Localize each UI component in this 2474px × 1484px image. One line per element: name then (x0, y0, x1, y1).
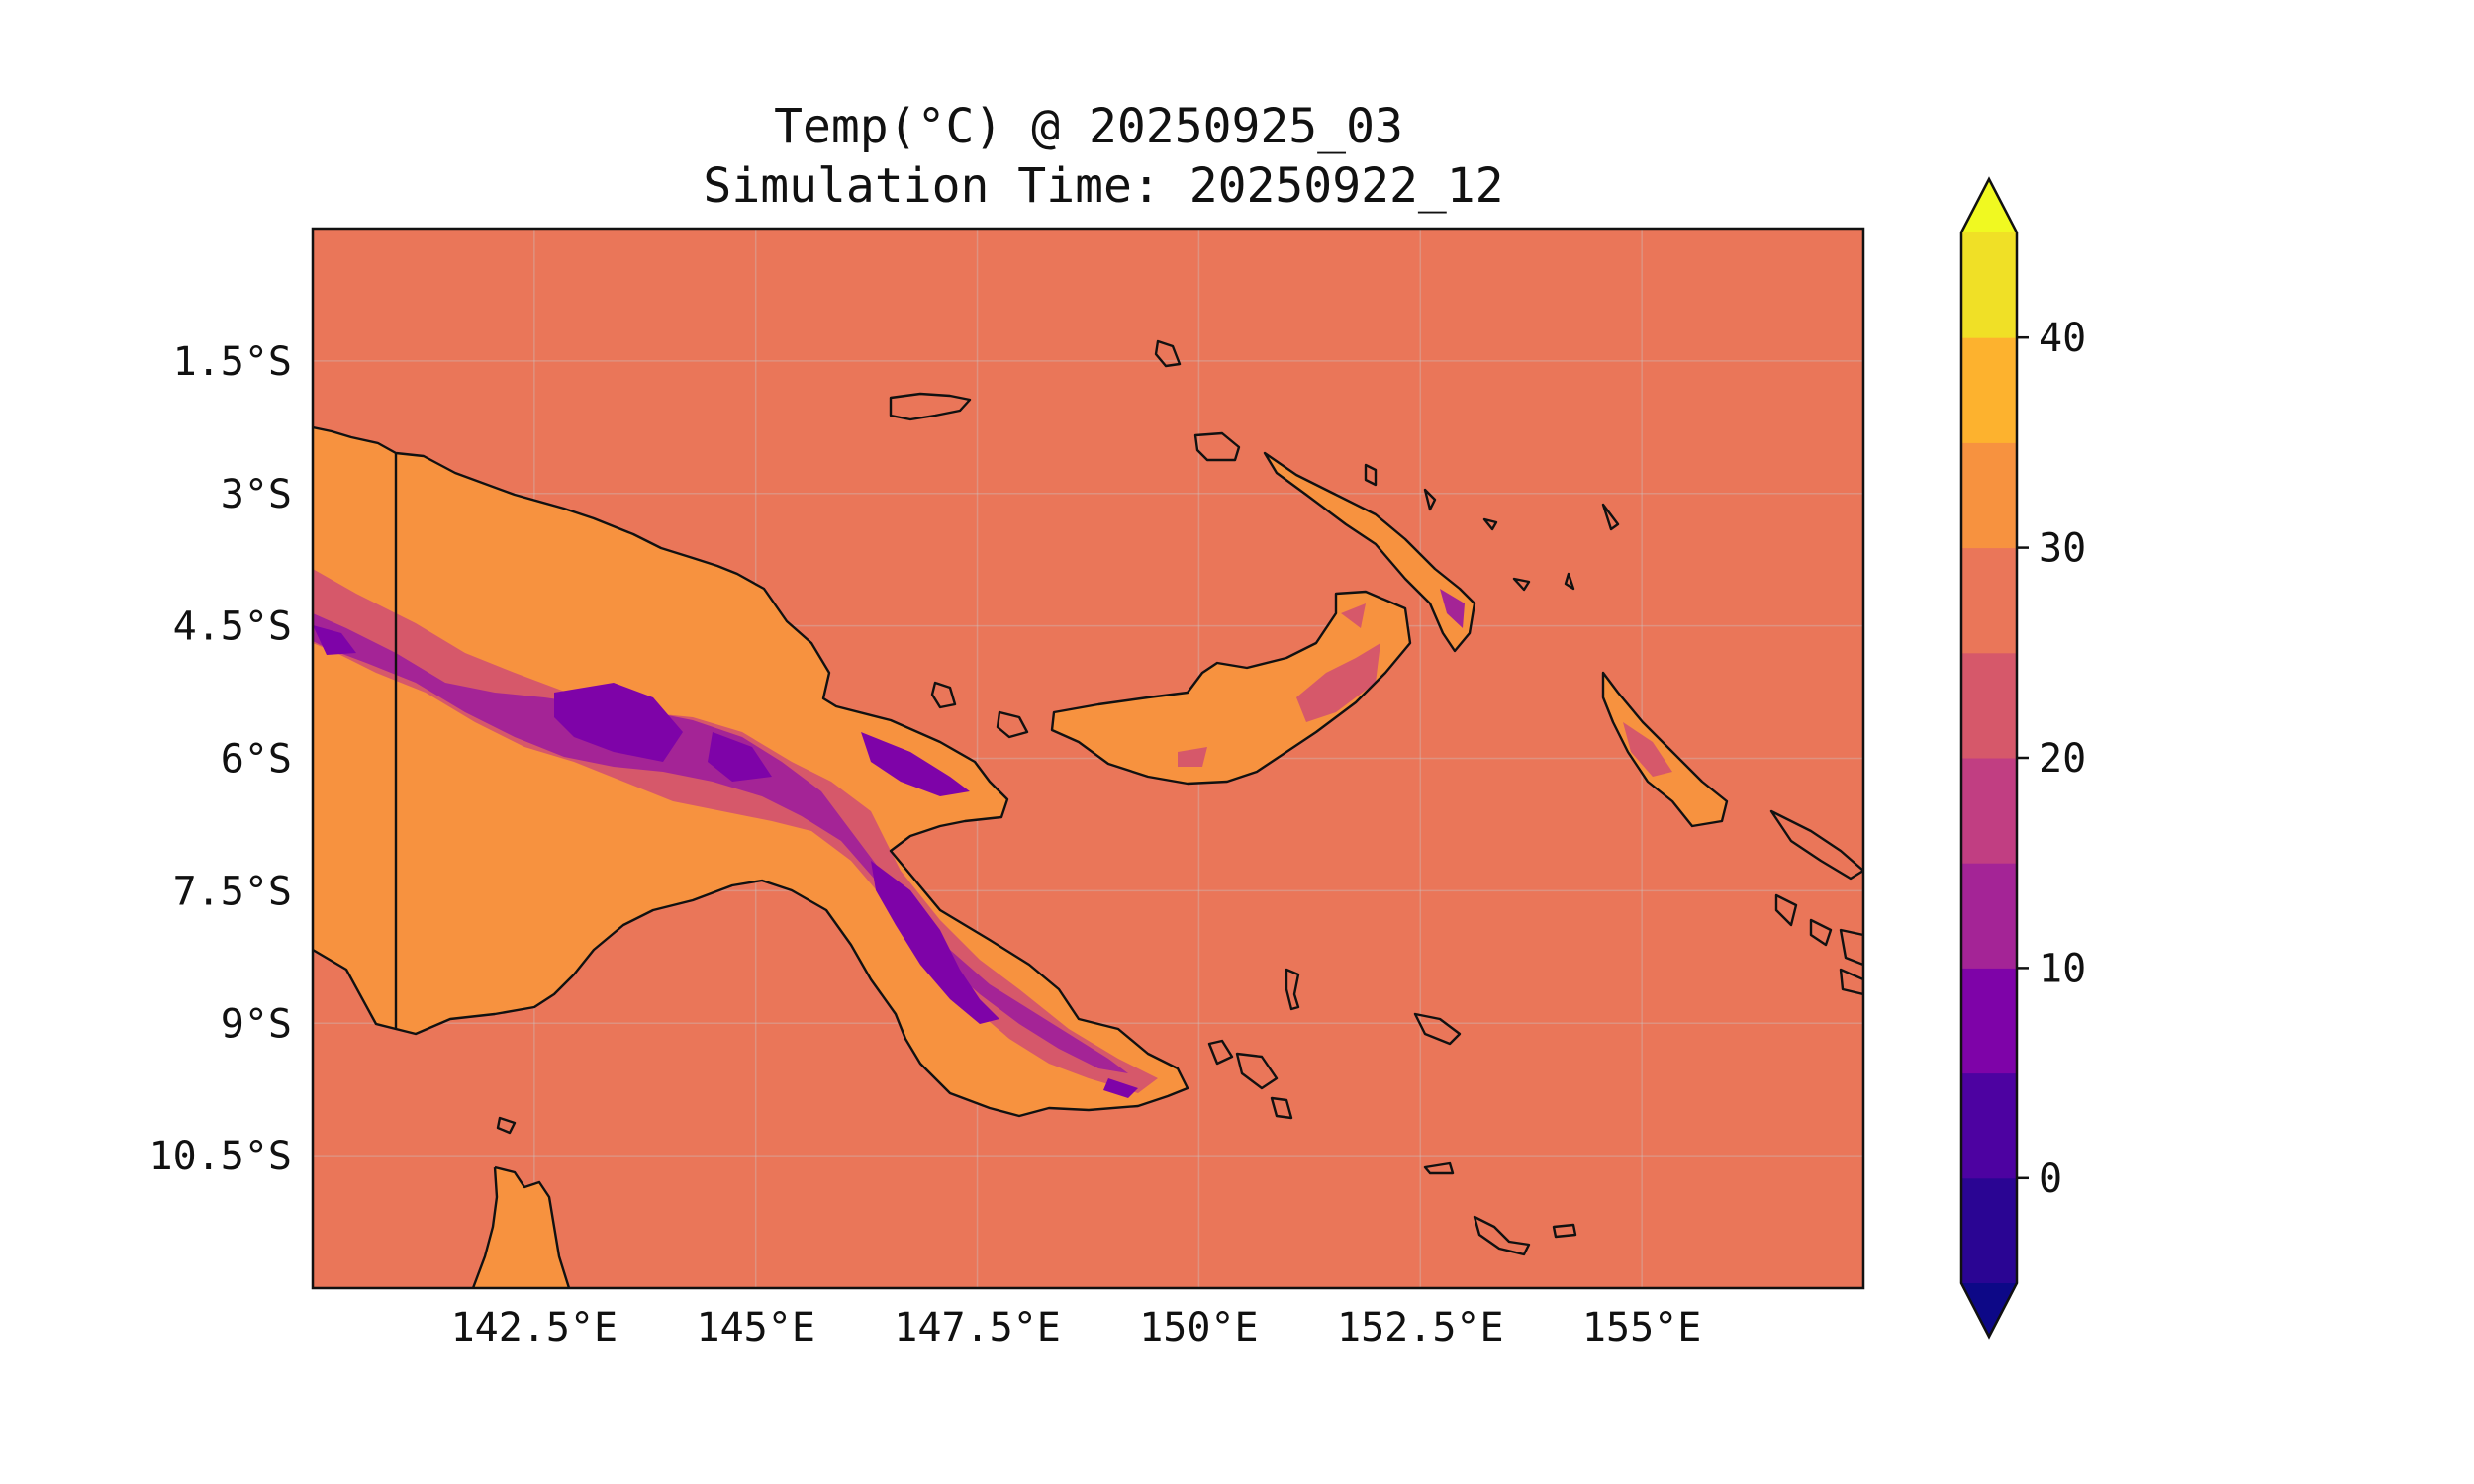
y-tick-label: 3°S (221, 472, 292, 517)
new-ireland-island (1263, 451, 1476, 653)
new-britain-highland (1178, 603, 1380, 767)
cape-york-peninsula (471, 1116, 571, 1288)
y-tick-label: 7.5°S (173, 869, 292, 914)
colorbar-segment (1961, 547, 2017, 654)
manus-island (889, 392, 972, 421)
small-islands (889, 339, 1620, 1256)
x-tick-label: 152.5°E (1337, 1305, 1504, 1350)
colorbar-outline (1959, 176, 2019, 1340)
map-frame (311, 227, 1865, 1290)
islet-b (1193, 431, 1241, 462)
colorbar-segment (1961, 652, 2017, 759)
y-tick-label: 9°S (221, 1001, 292, 1047)
y-tick-label: 10.5°S (149, 1134, 293, 1179)
colorbar-segment (1961, 1072, 2017, 1179)
x-tick-label: 147.5°E (894, 1305, 1061, 1350)
bougainville-field (1603, 673, 1727, 826)
islet-c (930, 681, 957, 709)
new-guinea-island (313, 425, 1189, 1118)
new-britain-coastline (1050, 590, 1412, 786)
colorbar-segment (1961, 758, 2017, 864)
islet-e (1285, 968, 1300, 1011)
bougainville-island (1601, 671, 1729, 828)
title-line-2: Simulation Time: 20250922_12 (703, 158, 1503, 214)
y-axis-ticks: 1.5°S 3°S 4.5°S 6°S 7.5°S 9°S 10.5°S (149, 339, 293, 1179)
y-tick-label: 1.5°S (173, 339, 292, 385)
colorbar: 0 10 20 30 40 (1959, 176, 2086, 1340)
louisiade-islands (1423, 1161, 1577, 1256)
colorbar-segment (1961, 442, 2017, 549)
colorbar-tick-label: 0 (2039, 1157, 2062, 1202)
new-ireland-highland (1440, 589, 1465, 628)
x-tick-label: 150°E (1139, 1305, 1258, 1350)
islet-a (1154, 339, 1182, 368)
new-ireland-coastline (1263, 451, 1476, 653)
misc-islets (1364, 463, 1620, 592)
title-line-1: Temp(°C) @ 20250925_03 (774, 99, 1403, 154)
woodlark-island (1413, 1012, 1462, 1046)
new-britain-island (1050, 590, 1412, 786)
colorbar-under-extension (1961, 1283, 2017, 1337)
colorbar-tick-label: 20 (2039, 736, 2086, 782)
colorbar-segment (1961, 968, 2017, 1074)
colorbar-over-extension (1961, 179, 2017, 232)
bougainville-coastline (1601, 671, 1729, 828)
x-axis-ticks: 142.5°E 145°E 147.5°E 150°E 152.5°E 155°E (451, 1305, 1702, 1350)
colorbar-segment (1961, 1177, 2017, 1284)
map-panel (313, 229, 1863, 1288)
x-tick-label: 155°E (1582, 1305, 1701, 1350)
y-tick-label: 6°S (221, 737, 292, 783)
islet-d (996, 710, 1029, 739)
colorbar-tick-label: 40 (2039, 316, 2086, 361)
solomon-islets-outline (1774, 893, 1863, 996)
new-guinea-coastline (313, 425, 1189, 1118)
colorbar-tick-label: 10 (2039, 946, 2086, 991)
dentrecasteaux-islands (1207, 1039, 1293, 1120)
colorbar-segment (1961, 337, 2017, 443)
colorbar-segment (1961, 232, 2017, 338)
torres-islet (496, 1116, 517, 1135)
y-tick-label: 4.5°S (173, 604, 292, 650)
bougainville-highland (1623, 722, 1672, 777)
colorbar-tick-label: 30 (2039, 526, 2086, 572)
x-tick-label: 142.5°E (451, 1305, 618, 1350)
new-britain-field (1052, 592, 1410, 784)
colorbar-segment (1961, 863, 2017, 969)
cape-york-coastline (471, 1165, 571, 1288)
x-tick-label: 145°E (697, 1305, 815, 1350)
solomon-island-outline (1769, 809, 1863, 881)
mountain-field (313, 613, 1128, 1073)
